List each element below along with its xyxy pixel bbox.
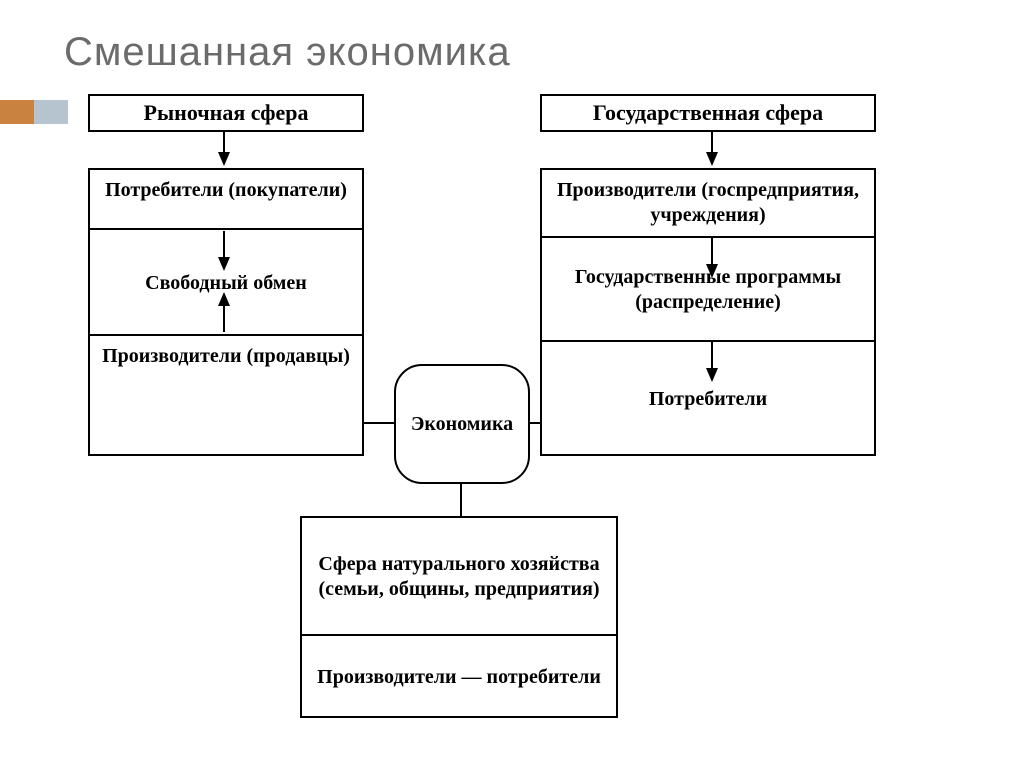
header-left: Рыночная сфера — [88, 94, 364, 132]
right-cell-0: Производители (госпред­приятия, учрежден… — [542, 170, 874, 238]
bottom-cell-0: Сфера натурального хозяйства (семьи, общ… — [302, 518, 616, 636]
header-left-label: Рыночная сфера — [144, 99, 309, 127]
left-cell-2-label: Производите­ли (продавцы) — [102, 345, 350, 367]
right-cell-1-label: Государственные про­граммы (распределени… — [552, 265, 864, 315]
bottom-cell-0-label: Сфера натурального хозяйства (семьи, общ… — [312, 552, 606, 602]
accent-segment-2 — [34, 100, 68, 124]
right-cell-2-label: Потребители — [649, 387, 767, 412]
right-container: Производители (госпред­приятия, учрежден… — [540, 168, 876, 456]
right-cell-0-label: Производители (госпред­приятия, учрежден… — [557, 179, 859, 226]
header-right-label: Государственная сфера — [593, 99, 823, 127]
center-node: Экономика — [394, 364, 530, 484]
left-cell-1: Свободный обмен — [90, 230, 362, 336]
left-cell-1-label: Свободный обмен — [145, 271, 307, 296]
bottom-container: Сфера натурального хозяйства (семьи, общ… — [300, 516, 618, 718]
right-cell-1: Государственные про­граммы (распределени… — [542, 238, 874, 342]
slide-title: Смешанная экономика — [64, 30, 511, 75]
left-cell-0-label: Потребители (покупатели) — [105, 179, 347, 201]
header-right: Государственная сфера — [540, 94, 876, 132]
bottom-cell-1-label: Производители — потребители — [317, 665, 601, 690]
right-cell-2: Потребители — [542, 342, 874, 454]
left-container: Потребители (покупатели) Свободный обмен… — [88, 168, 364, 456]
accent-bar — [0, 100, 68, 124]
left-cell-0: Потребители (покупатели) — [90, 170, 362, 230]
accent-segment-1 — [0, 100, 34, 124]
center-node-label: Экономика — [411, 413, 513, 436]
left-cell-2: Производите­ли (продавцы) — [90, 336, 362, 454]
bottom-cell-1: Производители — потребители — [302, 636, 616, 716]
